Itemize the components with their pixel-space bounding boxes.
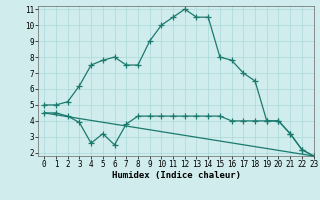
X-axis label: Humidex (Indice chaleur): Humidex (Indice chaleur) bbox=[111, 171, 241, 180]
